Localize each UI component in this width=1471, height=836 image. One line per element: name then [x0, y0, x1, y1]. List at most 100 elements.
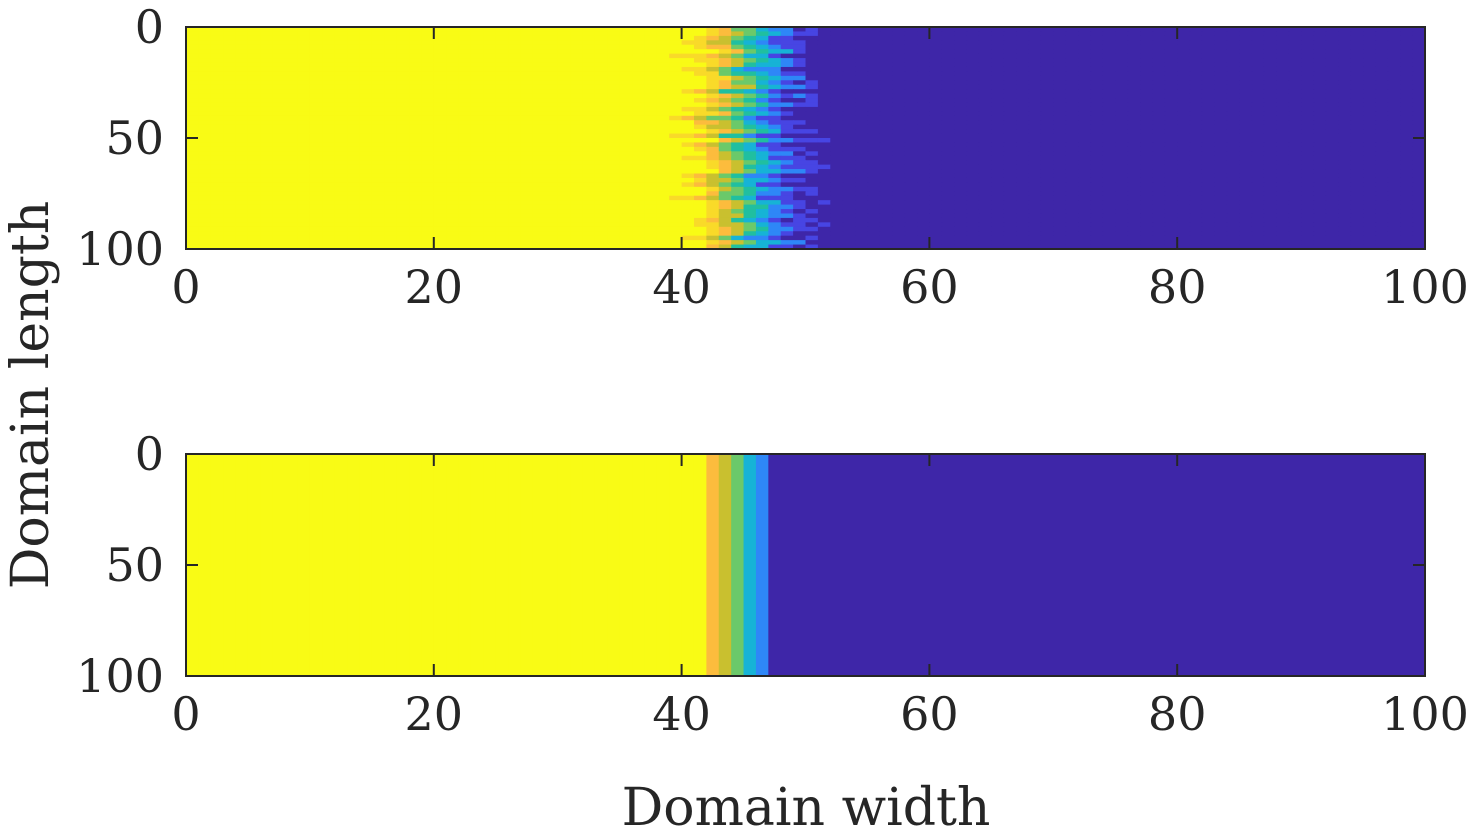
heatmap-cell	[545, 71, 559, 77]
heatmap-cell	[731, 160, 745, 166]
heatmap-cell	[235, 106, 249, 112]
heatmap-cell	[570, 75, 584, 81]
heatmap-cell	[582, 138, 596, 144]
heatmap-cell	[1363, 120, 1377, 126]
heatmap-cell	[954, 98, 968, 104]
heatmap-cell	[570, 138, 584, 144]
heatmap-cell	[1214, 235, 1228, 241]
heatmap-cell	[570, 226, 584, 232]
heatmap-cell	[247, 27, 261, 33]
heatmap-cell	[483, 151, 497, 157]
heatmap-cell	[483, 160, 497, 166]
heatmap-cell	[855, 222, 869, 228]
heatmap-cell	[446, 138, 460, 144]
heatmap-cell	[693, 209, 707, 215]
heatmap-cell	[768, 204, 782, 210]
heatmap-cell	[1090, 209, 1104, 215]
heatmap-cell	[545, 89, 559, 95]
heatmap-cell	[409, 240, 423, 246]
heatmap-cell	[309, 62, 323, 68]
heatmap-cell	[917, 217, 930, 223]
heatmap-cell	[1387, 173, 1401, 179]
heatmap-cell	[396, 138, 410, 144]
heatmap-cell	[309, 235, 323, 241]
heatmap-cell	[669, 191, 683, 197]
heatmap-cell	[1177, 44, 1191, 50]
heatmap-cell	[1115, 209, 1129, 215]
heatmap-cell	[223, 146, 237, 152]
heatmap-cell	[1387, 142, 1401, 148]
heatmap-cell	[520, 173, 534, 179]
heatmap-cell	[396, 186, 410, 192]
heatmap-cell	[842, 213, 856, 219]
heatmap-cell	[1363, 98, 1377, 104]
heatmap-cell	[409, 35, 423, 41]
heatmap-cell	[817, 217, 831, 223]
heatmap-cell	[322, 49, 336, 55]
heatmap-cell	[879, 31, 893, 37]
heatmap-cell	[1338, 89, 1352, 95]
heatmap-cell	[198, 120, 212, 126]
heatmap-cell	[1412, 44, 1426, 50]
heatmap-cell	[483, 129, 497, 135]
heatmap-cell	[817, 138, 831, 144]
heatmap-cell	[817, 31, 831, 37]
heatmap-cell	[532, 151, 546, 157]
heatmap-cell	[619, 106, 633, 112]
heatmap-cell	[917, 98, 930, 104]
heatmap-cell	[1412, 102, 1426, 108]
heatmap-cell	[1338, 142, 1352, 148]
heatmap-cell	[842, 235, 856, 241]
heatmap-cell	[1040, 209, 1054, 215]
heatmap-cell	[991, 240, 1005, 246]
heatmap-cell	[768, 124, 782, 130]
heatmap-cell	[186, 106, 199, 112]
heatmap-cell	[879, 160, 893, 166]
heatmap-cell	[470, 195, 484, 201]
heatmap-cell	[978, 213, 992, 219]
heatmap-cell	[557, 129, 571, 135]
heatmap-cell	[1239, 44, 1253, 50]
heatmap-cell	[309, 80, 323, 86]
heatmap-cell	[1177, 222, 1191, 228]
heatmap-cell	[1288, 235, 1302, 241]
heatmap-cell	[1003, 124, 1017, 130]
heatmap-cell	[619, 222, 633, 228]
heatmap-cell	[966, 93, 980, 99]
heatmap-cell	[582, 44, 596, 50]
heatmap-cell	[842, 124, 856, 130]
heatmap-cell	[545, 186, 559, 192]
heatmap-cell	[570, 142, 584, 148]
heatmap-cell	[359, 209, 373, 215]
heatmap-cell	[421, 53, 435, 59]
heatmap-cell	[421, 111, 435, 117]
heatmap-cell	[297, 164, 311, 170]
heatmap-cell	[1201, 186, 1215, 192]
heatmap-cell	[520, 146, 534, 152]
heatmap-cell	[1102, 235, 1116, 241]
heatmap-cell	[1363, 80, 1377, 86]
heatmap-cell	[347, 204, 361, 210]
heatmap-cell	[768, 160, 782, 166]
heatmap-cell	[1177, 235, 1191, 241]
heatmap-cell	[347, 235, 361, 241]
heatmap-cell	[743, 142, 757, 148]
heatmap-cell	[755, 133, 769, 139]
heatmap-cell	[879, 182, 893, 188]
heatmap-cell	[594, 44, 608, 50]
heatmap-cell	[1065, 217, 1079, 223]
heatmap-cell	[322, 226, 336, 232]
heatmap-cell	[1177, 27, 1191, 33]
heatmap-cell	[1301, 209, 1315, 215]
heatmap-cell	[632, 222, 646, 228]
heatmap-cell	[780, 142, 794, 148]
heatmap-cell	[1301, 35, 1315, 41]
heatmap-cell	[1177, 84, 1191, 90]
heatmap-cell	[1313, 129, 1327, 135]
heatmap-cell	[409, 186, 423, 192]
heatmap-cell	[1016, 84, 1030, 90]
heatmap-cell	[1313, 80, 1327, 86]
heatmap-cell	[731, 66, 745, 72]
heatmap-cell	[322, 124, 336, 130]
heatmap-cell	[1325, 191, 1339, 197]
